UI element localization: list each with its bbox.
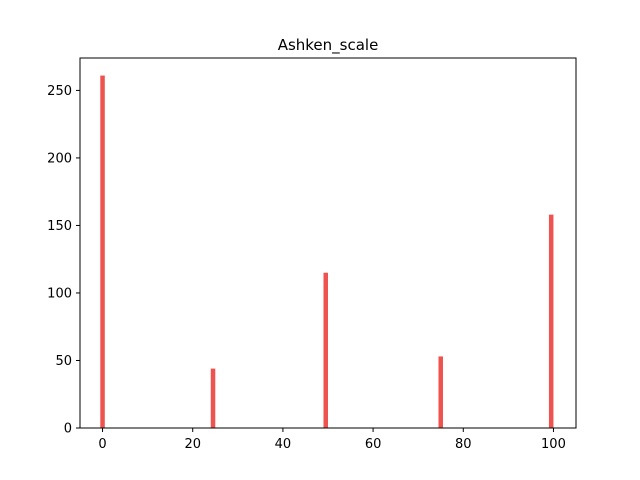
bar-0	[100, 75, 105, 428]
y-tick-label-2: 100	[47, 286, 72, 301]
x-tick-label-2: 40	[275, 437, 292, 452]
x-tick-label-1: 20	[184, 437, 201, 452]
bar-2	[323, 272, 328, 428]
y-tick-label-0: 0	[64, 422, 72, 437]
y-tick-label-3: 150	[47, 219, 72, 234]
y-tick-label-1: 50	[55, 354, 72, 369]
bar-4	[548, 214, 554, 428]
x-tick-label-4: 80	[455, 437, 472, 452]
x-axis: 0 20 40 60 80 100	[98, 428, 566, 452]
bar-1	[210, 368, 216, 428]
x-tick-label-0: 0	[98, 437, 106, 452]
y-axis: 0 50 100 150 200 250	[47, 84, 80, 437]
plot-frame	[79, 57, 577, 429]
chart-title: Ashken_scale	[278, 36, 379, 55]
x-tick-label-3: 60	[365, 437, 382, 452]
plot-area	[100, 75, 554, 428]
x-tick-label-5: 100	[541, 437, 566, 452]
y-tick-label-5: 250	[47, 84, 72, 99]
y-tick-label-4: 200	[47, 151, 72, 166]
bar-3	[438, 356, 443, 428]
